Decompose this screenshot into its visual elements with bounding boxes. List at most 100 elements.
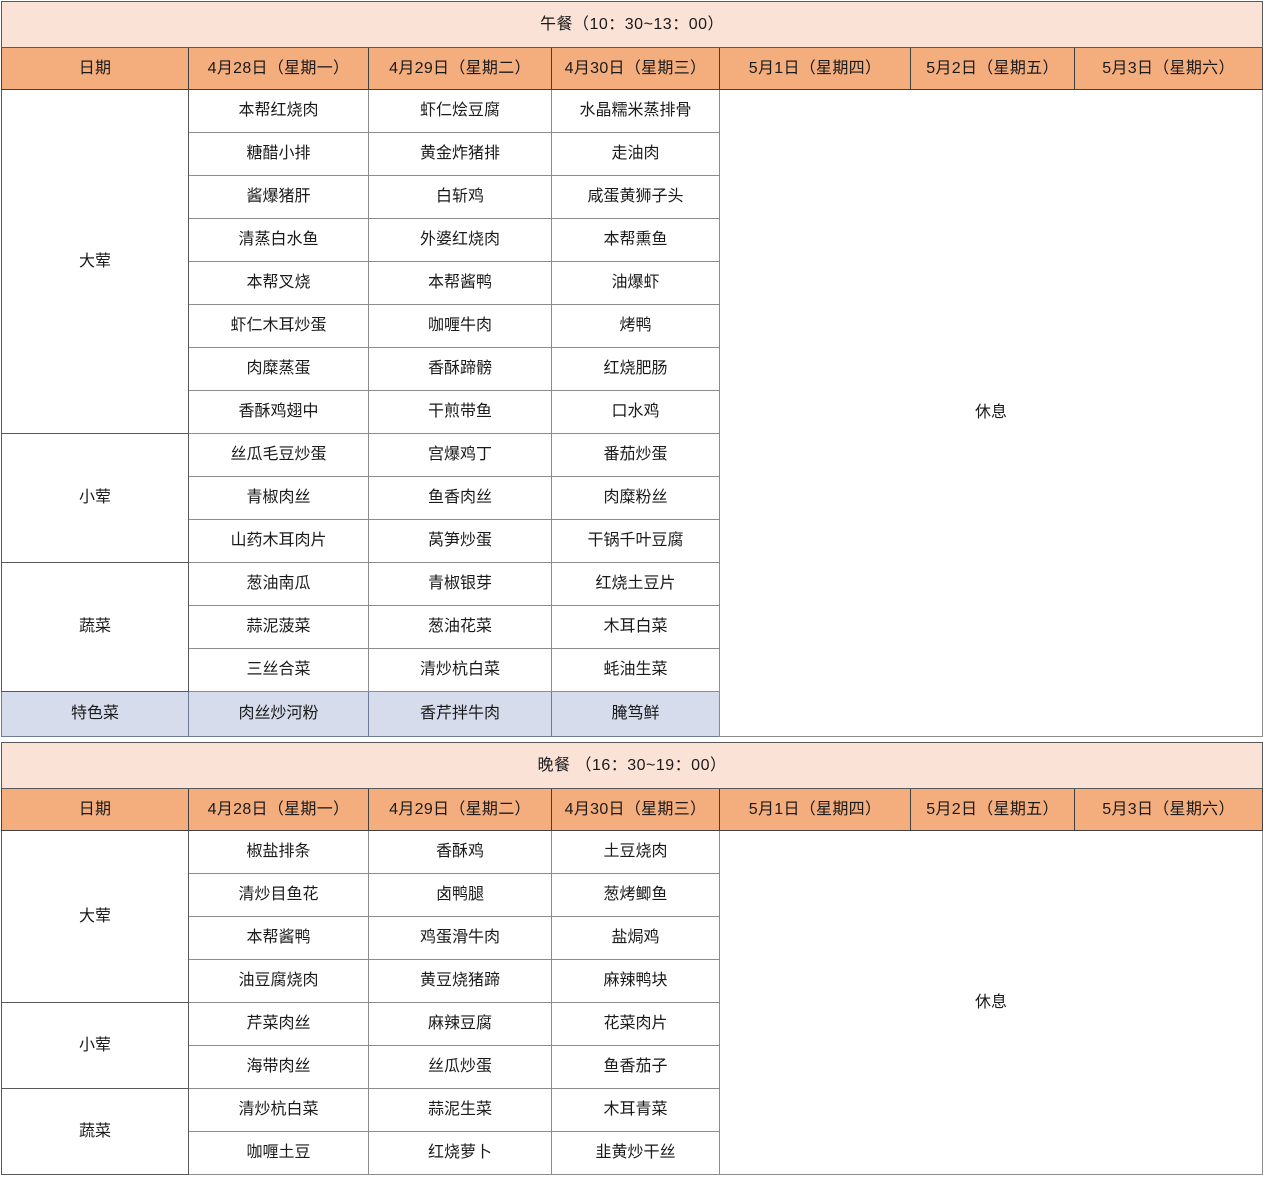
dish-cell: 黄豆烧猪蹄: [368, 959, 552, 1003]
dish-cell: 咸蛋黄狮子头: [551, 175, 720, 219]
dish-cell: 芹菜肉丝: [188, 1002, 369, 1046]
day-header-3: 4月30日（星期三）: [551, 788, 720, 831]
category-cell: 特色菜: [1, 691, 189, 737]
closed-cell-lunch: 休息: [719, 89, 1263, 737]
day-header-1: 4月28日（星期一）: [188, 47, 369, 90]
menu-row: 虾仁木耳炒蛋 咖喱牛肉 烤鸭: [2, 304, 1263, 348]
menu-row: 本帮叉烧 本帮酱鸭 油爆虾: [2, 261, 1263, 305]
dish-cell: 本帮熏鱼: [551, 218, 720, 262]
menu-row: 小荤 丝瓜毛豆炒蛋 宫爆鸡丁 番茄炒蛋: [1, 433, 1263, 563]
dish-cell: 香芹拌牛肉: [368, 691, 552, 737]
dish-cell: 清炒杭白菜: [188, 1088, 369, 1132]
dish-cell: 蚝油生菜: [551, 648, 720, 692]
dish-cell: 香酥鸡翅中: [188, 390, 369, 434]
menu-row: 大荤 本帮红烧肉 虾仁烩豆腐 水晶糯米蒸排骨 休息: [1, 89, 1263, 737]
day-header-4: 5月1日（星期四）: [719, 47, 911, 90]
dish-cell: 红烧土豆片: [551, 562, 720, 606]
day-header-row: 日期 4月28日（星期一） 4月29日（星期二） 4月30日（星期三） 5月1日（星期四…: [1, 788, 1263, 831]
dish-cell: 本帮叉烧: [188, 261, 369, 305]
dish-cell: 肉丝炒河粉: [188, 691, 369, 737]
dish-cell: 葱油花菜: [368, 605, 552, 649]
dish-cell: 清蒸白水鱼: [188, 218, 369, 262]
dish-cell: 咖喱土豆: [188, 1131, 369, 1175]
dish-cell: 盐焗鸡: [551, 916, 720, 960]
category-cell: 大荤: [1, 89, 189, 434]
day-header-6: 5月3日（星期六）: [1074, 47, 1263, 90]
dish-cell: 腌笃鲜: [551, 691, 720, 737]
dish-cell: 番茄炒蛋: [551, 433, 720, 477]
dish-cell: 青椒银芽: [368, 562, 552, 606]
dish-cell: 香酥鸡: [368, 830, 552, 874]
meal-title-row: 晚餐 （16：30~19：00）: [1, 742, 1263, 789]
day-header-5: 5月2日（星期五）: [910, 47, 1075, 90]
category-cell: 蔬菜: [1, 562, 189, 692]
dish-cell: 麻辣豆腐: [368, 1002, 552, 1046]
dish-cell: 走油肉: [551, 132, 720, 176]
day-header-1: 4月28日（星期一）: [188, 788, 369, 831]
dish-cell: 白斩鸡: [368, 175, 552, 219]
menu-row: 咖喱土豆 红烧萝卜 韭黄炒干丝: [2, 1131, 1263, 1175]
dish-cell: 红烧萝卜: [368, 1131, 552, 1175]
dish-cell: 椒盐排条: [188, 830, 369, 874]
menu-row: 香酥鸡翅中 干煎带鱼 口水鸡: [2, 390, 1263, 434]
dish-cell: 清炒目鱼花: [188, 873, 369, 917]
dish-cell: 山药木耳肉片: [188, 519, 369, 563]
category-cell: 小荤: [1, 1002, 189, 1089]
dish-cell: 鸡蛋滑牛肉: [368, 916, 552, 960]
dish-cell: 虾仁烩豆腐: [368, 89, 552, 133]
category-cell: 蔬菜: [1, 1088, 189, 1175]
dish-cell: 本帮红烧肉: [188, 89, 369, 133]
dish-cell: 酱爆猪肝: [188, 175, 369, 219]
dish-cell: 烤鸭: [551, 304, 720, 348]
dish-cell: 木耳青菜: [551, 1088, 720, 1132]
day-header-2: 4月29日（星期二）: [368, 788, 552, 831]
date-label-header: 日期: [1, 788, 189, 831]
category-cell: 小荤: [1, 433, 189, 563]
menu-row: 蔬菜 葱油南瓜 青椒银芽 红烧土豆片: [1, 562, 1263, 692]
menu-row: 山药木耳肉片 莴笋炒蛋 干锅千叶豆腐: [2, 519, 1263, 563]
dish-cell: 韭黄炒干丝: [551, 1131, 720, 1175]
dish-cell: 肉糜粉丝: [551, 476, 720, 520]
dish-cell: 花菜肉片: [551, 1002, 720, 1046]
dish-cell: 本帮酱鸭: [368, 261, 552, 305]
dish-cell: 三丝合菜: [188, 648, 369, 692]
date-label-header: 日期: [1, 47, 189, 90]
menu-row: 三丝合菜 清炒杭白菜 蚝油生菜: [2, 648, 1263, 692]
dish-cell: 丝瓜炒蛋: [368, 1045, 552, 1089]
dish-cell: 油爆虾: [551, 261, 720, 305]
dish-cell: 青椒肉丝: [188, 476, 369, 520]
dish-cell: 水晶糯米蒸排骨: [551, 89, 720, 133]
dish-cell: 口水鸡: [551, 390, 720, 434]
dish-cell: 宫爆鸡丁: [368, 433, 552, 477]
dish-cell: 咖喱牛肉: [368, 304, 552, 348]
day-header-6: 5月3日（星期六）: [1074, 788, 1263, 831]
meal-title-dinner: 晚餐 （16：30~19：00）: [1, 742, 1263, 789]
menu-row: 小荤 芹菜肉丝 麻辣豆腐 花菜肉片: [1, 1002, 1263, 1089]
dish-cell: 本帮酱鸭: [188, 916, 369, 960]
menu-row: 清炒目鱼花 卤鸭腿 葱烤鲫鱼: [2, 873, 1263, 917]
category-cell: 大荤: [1, 830, 189, 1003]
day-header-row: 日期 4月28日（星期一） 4月29日（星期二） 4月30日（星期三） 5月1日（星期四…: [1, 47, 1263, 90]
menu-row: 大荤 椒盐排条 香酥鸡 土豆烧肉 休息: [1, 830, 1263, 1175]
dish-cell: 香酥蹄髈: [368, 347, 552, 391]
menu-row: 酱爆猪肝 白斩鸡 咸蛋黄狮子头: [2, 175, 1263, 219]
section-spacer: [1, 736, 1263, 743]
dish-cell: 木耳白菜: [551, 605, 720, 649]
dish-cell: 油豆腐烧肉: [188, 959, 369, 1003]
dish-cell: 葱烤鲫鱼: [551, 873, 720, 917]
spacer-cell: [1, 736, 1263, 743]
menu-row: 青椒肉丝 鱼香肉丝 肉糜粉丝: [2, 476, 1263, 520]
dish-cell: 麻辣鸭块: [551, 959, 720, 1003]
menu-row: 蔬菜 清炒杭白菜 蒜泥生菜 木耳青菜: [1, 1088, 1263, 1175]
dish-cell: 鱼香茄子: [551, 1045, 720, 1089]
menu-row: 油豆腐烧肉 黄豆烧猪蹄 麻辣鸭块: [2, 959, 1263, 1003]
dish-cell: 干锅千叶豆腐: [551, 519, 720, 563]
day-header-2: 4月29日（星期二）: [368, 47, 552, 90]
menu-row: 糖醋小排 黄金炸猪排 走油肉: [2, 132, 1263, 176]
meal-title-row: 午餐（10：30~13：00）: [1, 1, 1263, 48]
menu-row: 蒜泥菠菜 葱油花菜 木耳白菜: [2, 605, 1263, 649]
dish-cell: 清炒杭白菜: [368, 648, 552, 692]
dish-cell: 黄金炸猪排: [368, 132, 552, 176]
